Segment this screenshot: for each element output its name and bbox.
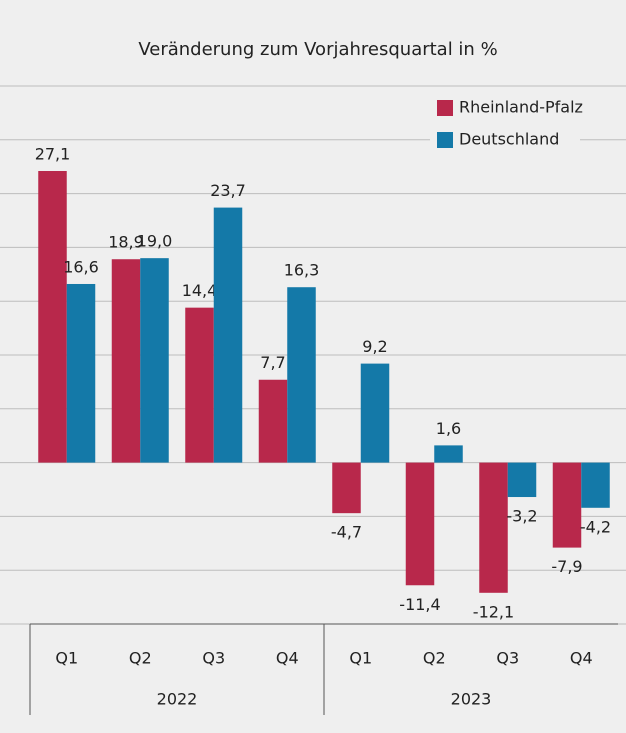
bar [434,445,463,463]
value-label: -12,1 [473,602,514,621]
bar [213,207,243,463]
value-label: -4,7 [331,523,362,542]
value-label: -4,2 [580,517,611,536]
value-label: 1,6 [436,419,461,438]
x-tick-label: Q4 [276,649,299,668]
group-label: 2022 [157,690,198,709]
x-tick-label: Q2 [423,649,446,668]
value-label: 27,1 [35,145,71,164]
value-label: 7,7 [260,353,285,372]
value-label: 14,4 [182,281,218,300]
x-tick-label: Q2 [129,649,152,668]
value-label: -3,2 [506,507,537,526]
bar [38,171,67,463]
bar [258,379,288,463]
bar [66,283,96,463]
bar [507,462,537,498]
group-label: 2023 [451,690,492,709]
value-label: 9,2 [362,337,387,356]
bar [581,462,610,508]
bar [405,462,435,586]
legend-label: Deutschland [459,130,559,149]
legend-label: Rheinland-Pfalz [459,98,583,117]
bar [140,258,169,463]
x-tick-label: Q4 [570,649,593,668]
value-label: -7,9 [551,557,582,576]
bar [287,287,316,463]
x-tick-label: Q3 [202,649,225,668]
value-label: 23,7 [210,181,246,200]
value-label: 19,0 [137,232,173,251]
chart-title: Veränderung zum Vorjahresquartal in % [138,39,497,60]
bar [332,462,361,514]
bar [552,462,582,548]
bar [111,259,141,463]
legend-background [430,94,580,154]
x-tick-label: Q1 [349,649,372,668]
bar [360,363,390,463]
legend-swatch [437,132,453,148]
bar [479,462,508,593]
bar [185,307,214,463]
value-label: -11,4 [399,595,440,614]
x-tick-label: Q3 [496,649,519,668]
x-tick-label: Q1 [55,649,78,668]
value-label: 16,3 [284,261,320,280]
value-label: 18,9 [108,233,144,252]
legend-swatch [437,100,453,116]
value-label: 16,6 [63,257,99,276]
